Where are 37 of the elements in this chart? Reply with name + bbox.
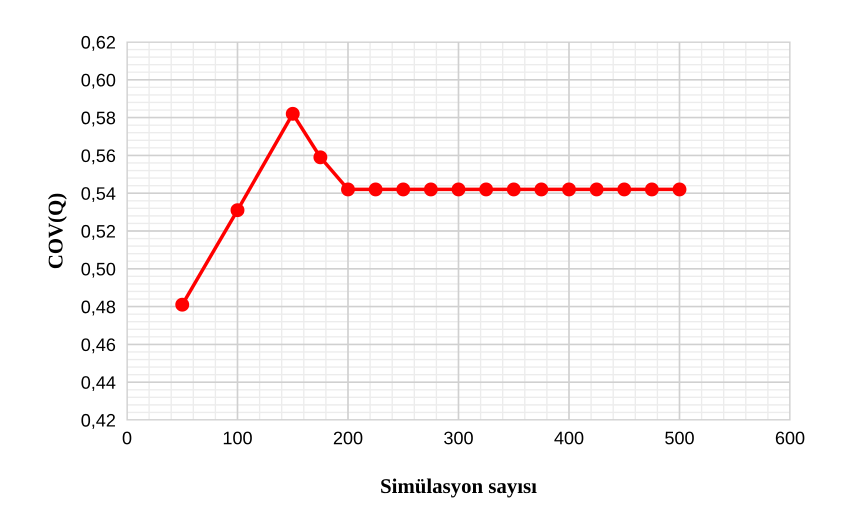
x-tick-label: 400 (554, 432, 584, 444)
point (590, 182, 604, 196)
point (672, 182, 686, 196)
point (368, 182, 383, 196)
y-tick-label: 0,54 (81, 187, 116, 202)
x-tick-label: 300 (444, 432, 473, 444)
y-tick-label: 0,52 (81, 224, 115, 240)
y-tick-label: 0,60 (81, 74, 116, 89)
point (534, 182, 548, 196)
point (313, 150, 328, 164)
x-tick-label: 600 (776, 432, 804, 444)
y-tick-label: 0,58 (81, 112, 116, 126)
y-tick-label: 0,44 (81, 376, 116, 392)
point (424, 182, 438, 196)
point (175, 298, 190, 312)
point (479, 182, 494, 196)
y-tick-label: 0,46 (81, 338, 116, 354)
y-tick-label: 0,48 (81, 300, 116, 316)
point (286, 106, 300, 121)
x-tick-label: 500 (665, 432, 694, 444)
point (506, 182, 521, 196)
point (452, 182, 466, 196)
point (562, 182, 576, 196)
point (341, 182, 355, 196)
point (230, 203, 244, 218)
x-tick-label: 100 (224, 432, 252, 444)
point (617, 182, 632, 196)
x-tick-label: 0 (122, 432, 132, 444)
y-tick-label: 0,56 (81, 149, 116, 164)
x-tick-label: 200 (334, 432, 362, 444)
point (644, 182, 659, 196)
point (396, 182, 410, 196)
y-axis-title: COV(Q) (48, 194, 67, 268)
y-tick-label: 0,50 (81, 262, 116, 278)
y-tick-label: 0,62 (81, 36, 115, 51)
y-tick-label: 0,42 (81, 414, 115, 429)
x-axis-title: Simülasyon sayısı (381, 478, 537, 498)
